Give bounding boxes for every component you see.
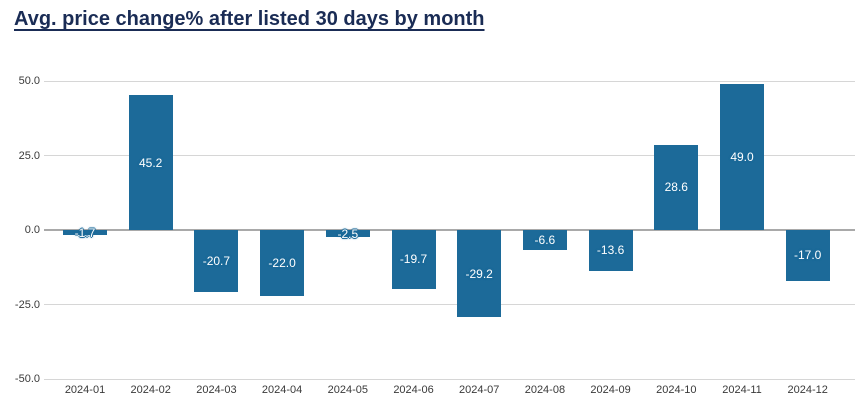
x-tick-label-2024-11: 2024-11 [722,384,762,396]
bar-2024-04[interactable] [260,230,305,296]
x-tick-label-2024-06: 2024-06 [393,384,434,396]
gridline-0.0 [44,229,855,231]
bar-2024-12[interactable] [785,230,830,281]
x-tick-label-2024-01: 2024-01 [64,384,106,396]
gridline--50.0 [44,378,855,380]
x-tick-label-2024-05: 2024-05 [327,384,368,396]
x-tick-label-2024-07: 2024-07 [459,384,500,396]
bar-2024-08[interactable] [522,230,567,250]
bar-2024-09[interactable] [588,230,633,271]
bar-2024-01[interactable] [63,230,107,236]
gridline-50.0 [44,80,855,82]
gridline--25.0 [44,304,855,305]
x-tick-label-2024-03: 2024-03 [196,384,237,396]
bar-2024-06[interactable] [391,230,436,289]
bar-2024-05[interactable] [325,230,370,238]
y-tick-label--25.0: -25.0 [14,298,40,311]
bar-2024-03[interactable] [194,230,239,292]
bar-2024-07[interactable] [457,230,502,318]
gridline-25.0 [44,155,855,156]
x-tick-label-2024-10: 2024-10 [656,384,697,396]
bar-2024-02[interactable] [128,95,173,230]
x-tick-label-2024-04: 2024-04 [261,384,303,396]
chart-title: Avg. price change% after listed 30 days … [14,8,485,30]
y-tick-label-50.0: 50.0 [18,75,40,87]
bar-2024-11[interactable] [720,83,764,230]
x-tick-label-2024-09: 2024-09 [590,384,631,396]
x-tick-label-2024-12: 2024-12 [787,384,828,396]
y-tick-label-0.0: 0.0 [24,224,40,236]
bar-2024-10[interactable] [654,144,699,230]
x-tick-label-2024-08: 2024-08 [524,384,566,396]
x-tick-label-2024-02: 2024-02 [130,384,171,396]
y-tick-label-25.0: 25.0 [18,149,40,162]
y-tick-label--50.0: -50.0 [14,373,40,385]
